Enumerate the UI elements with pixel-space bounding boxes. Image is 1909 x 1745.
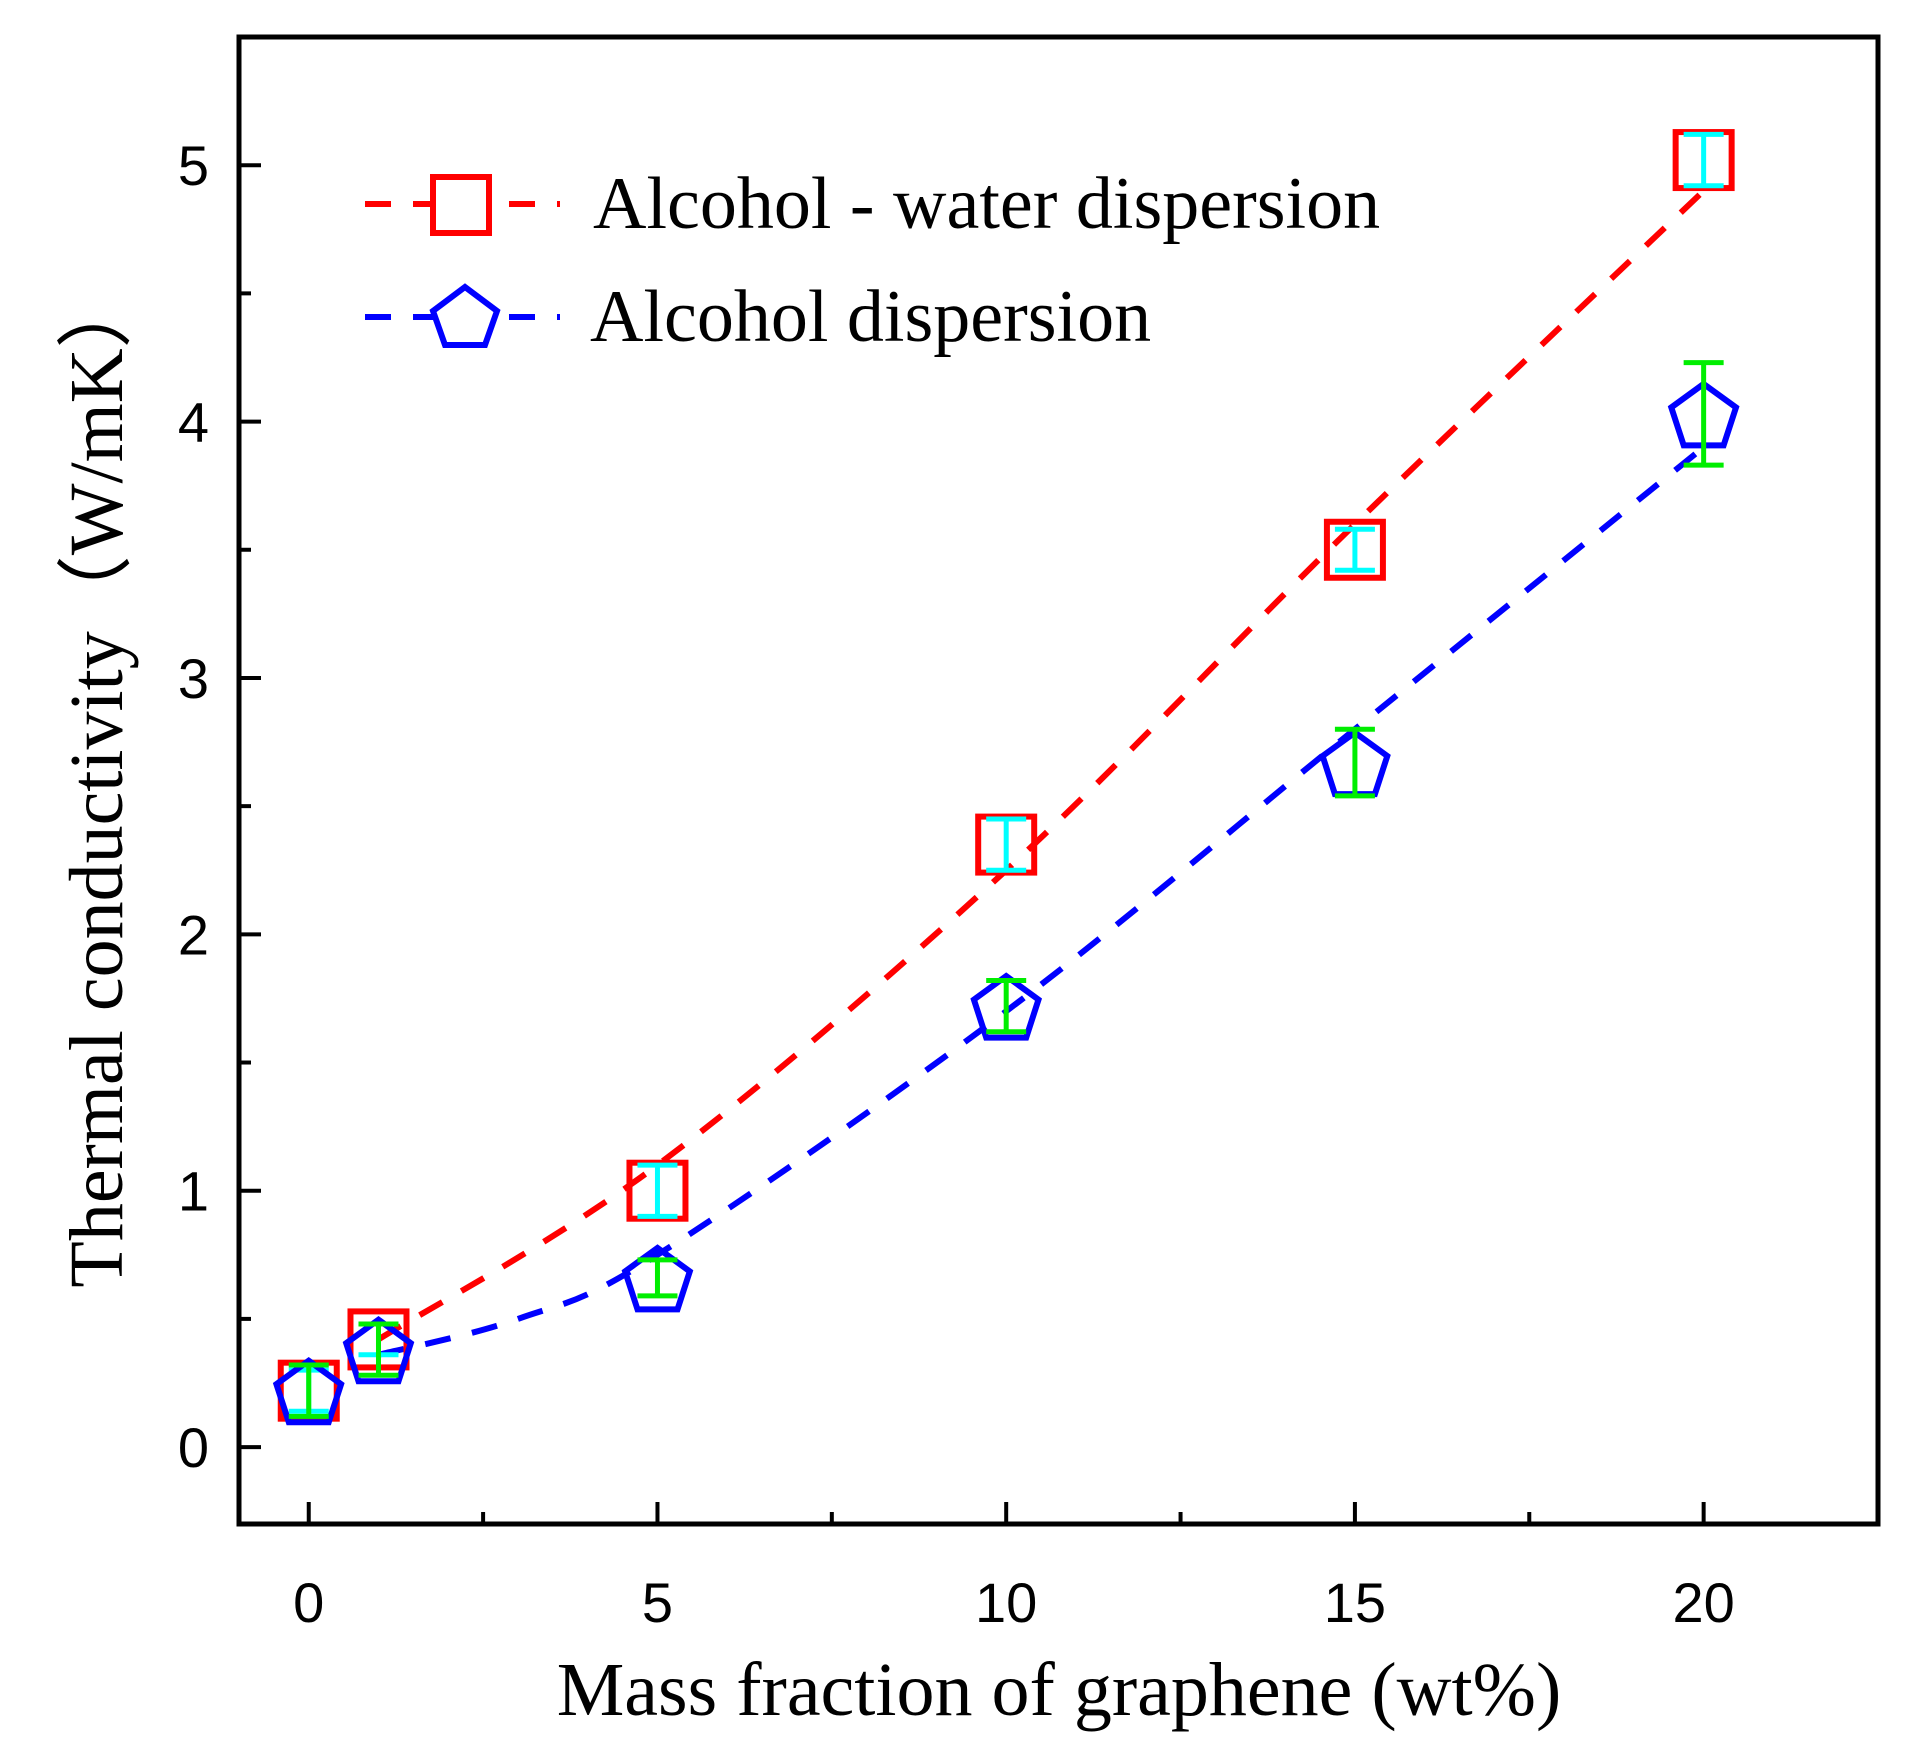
x-tick-label: 15 — [1324, 1571, 1386, 1634]
x-tick-label: 10 — [975, 1571, 1037, 1634]
marker-pentagon — [970, 972, 1043, 1041]
y-tick-label: 0 — [178, 1416, 209, 1479]
legend-label-series-0: Alcohol - water dispersion — [593, 163, 1380, 245]
legend-marker-square — [430, 174, 492, 236]
data-point-series-1 — [1667, 360, 1740, 468]
data-point-series-1 — [272, 1356, 345, 1426]
data-point-series-0 — [1672, 129, 1735, 192]
y-tick-label: 2 — [178, 903, 209, 966]
y-axis-label: Thermal conductivity（W/mK） — [55, 272, 139, 1287]
data-marks — [272, 129, 1740, 1426]
marker-pentagon — [621, 1244, 694, 1313]
plot-frame — [236, 34, 1881, 1527]
legend-marker-pentagon — [429, 283, 501, 348]
y-tick-label: 5 — [178, 134, 209, 197]
marker-square — [1323, 518, 1386, 581]
axes: 0 5 10 15 20 0 1 2 3 4 5 — [178, 134, 1735, 1634]
legend-label-series-1: Alcohol dispersion — [590, 276, 1151, 358]
data-point-series-1 — [1319, 726, 1391, 799]
x-tick-label: 0 — [293, 1571, 324, 1634]
data-point-series-1 — [970, 972, 1043, 1041]
legend: Alcohol - water dispersion Alcohol dispe… — [365, 163, 1380, 358]
x-tick-label: 5 — [642, 1571, 673, 1634]
fit-line-series-0 — [376, 188, 1706, 1342]
data-point-series-0 — [1323, 518, 1386, 581]
x-axis-label: Mass fraction of graphene (wt%) — [557, 1648, 1562, 1732]
y-tick-label: 3 — [178, 647, 209, 710]
x-tick-label: 20 — [1672, 1571, 1734, 1634]
marker-pentagon — [342, 1315, 415, 1385]
fit-lines — [376, 188, 1706, 1358]
data-point-series-1 — [621, 1244, 694, 1313]
y-tick-label: 4 — [178, 391, 209, 454]
data-point-series-1 — [342, 1315, 415, 1385]
fit-line-series-1 — [377, 444, 1706, 1358]
y-tick-label: 1 — [178, 1160, 209, 1223]
data-point-series-0 — [975, 813, 1038, 876]
marker-pentagon — [272, 1356, 345, 1426]
data-point-series-0 — [626, 1159, 689, 1222]
